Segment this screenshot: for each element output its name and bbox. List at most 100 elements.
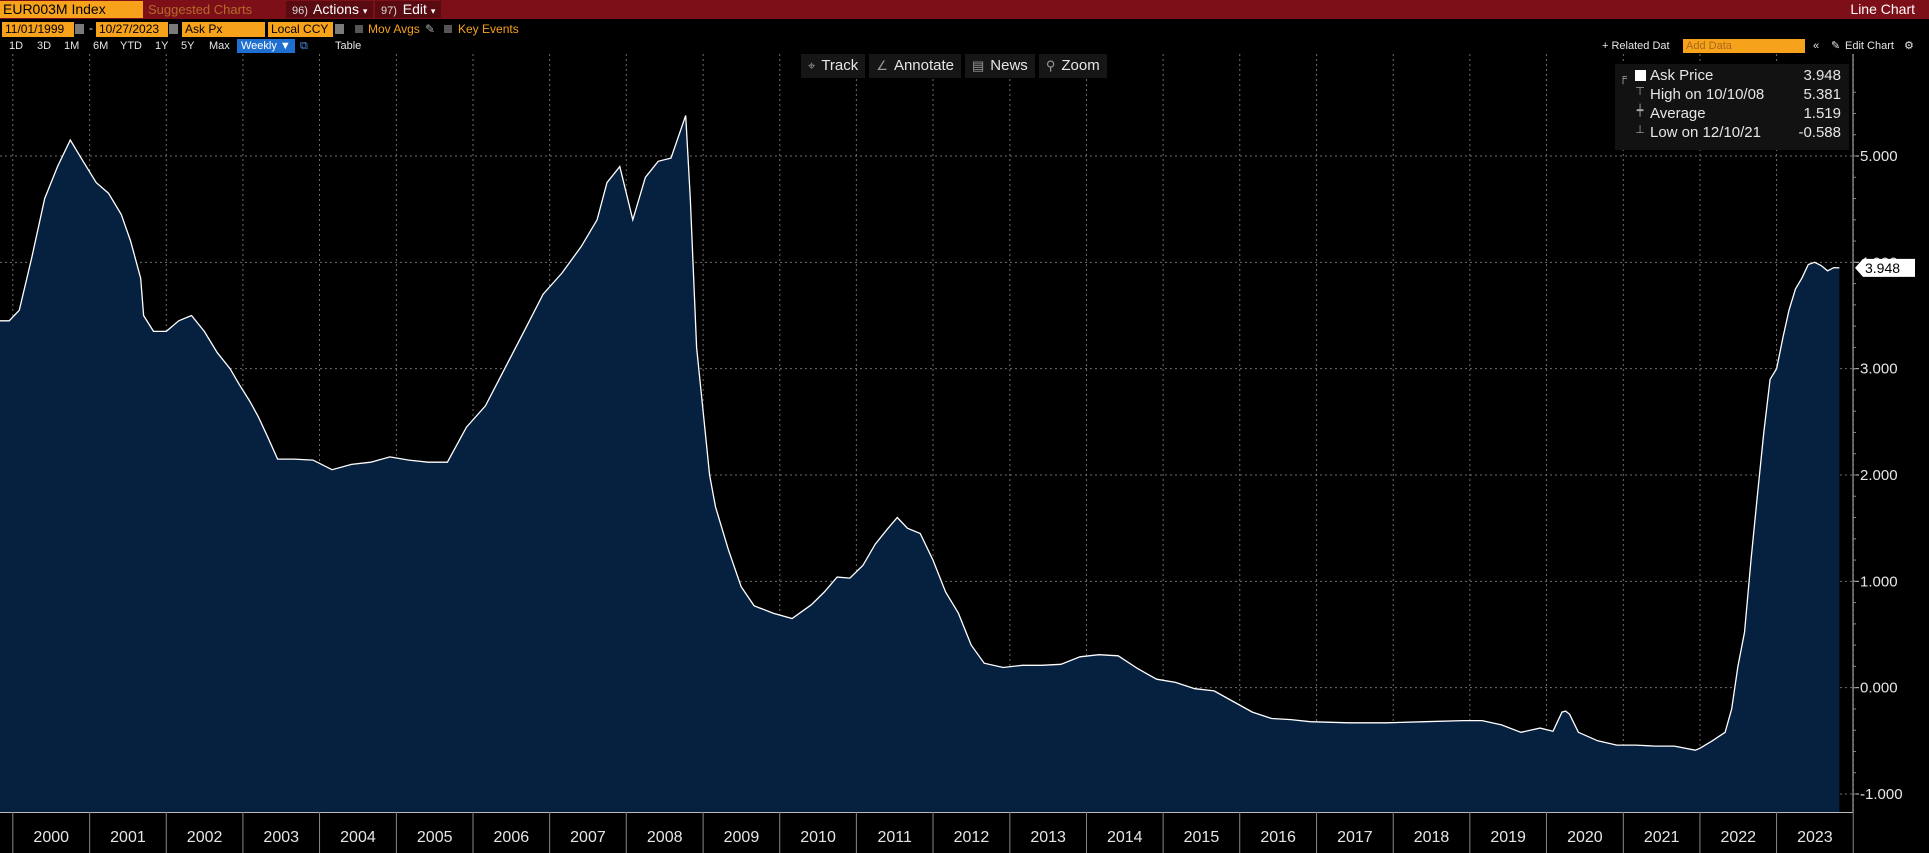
price-line bbox=[0, 115, 1840, 751]
x-tick-label: 2002 bbox=[187, 829, 223, 846]
suggested-charts-button[interactable]: Suggested Charts bbox=[148, 2, 253, 17]
x-tick-label: 2008 bbox=[647, 829, 683, 846]
calendar-icon[interactable] bbox=[75, 24, 84, 34]
x-tick-label: 2019 bbox=[1490, 829, 1526, 846]
price-area bbox=[0, 115, 1840, 812]
header-bar: EUR003M Index Suggested Charts 96) Actio… bbox=[0, 0, 1929, 19]
x-tick-label: 2022 bbox=[1720, 829, 1756, 846]
annotate-button[interactable]: ∠ Annotate bbox=[869, 54, 961, 78]
pencil-icon[interactable]: ✎ bbox=[1831, 40, 1841, 52]
pencil-icon: ∠ bbox=[876, 58, 888, 73]
last-value-label: 3.948 bbox=[1865, 260, 1900, 276]
x-tick-label: 2006 bbox=[494, 829, 530, 846]
collapse-icon[interactable]: « bbox=[1813, 40, 1820, 52]
x-tick-label: 2015 bbox=[1184, 829, 1220, 846]
legend-high-label: High on 10/10/08 bbox=[1650, 86, 1765, 103]
pencil-icon[interactable]: ✎ bbox=[425, 22, 436, 36]
legend-bracket-icon: ╒ bbox=[1619, 72, 1627, 84]
high-marker-icon: ⊤ bbox=[1635, 86, 1645, 98]
related-data-button[interactable]: + Related Dat bbox=[1602, 40, 1670, 52]
timeframe-3d[interactable]: 3D bbox=[37, 40, 52, 52]
x-axis: 2000 2001 2002 2003 2004 2005 2006 2007 2008 2009… bbox=[0, 812, 1929, 853]
last-value-tag: 3.948 bbox=[1855, 258, 1915, 277]
x-tick-label: 2009 bbox=[724, 829, 760, 846]
timeframe-1m[interactable]: 1M bbox=[64, 40, 80, 52]
x-tick-label: 2004 bbox=[340, 829, 376, 846]
y-tick-label: 5.000 bbox=[1860, 148, 1898, 165]
legend-average-value: 1.519 bbox=[1803, 105, 1841, 122]
timeframe-ytd[interactable]: YTD bbox=[120, 40, 142, 52]
date-separator: - bbox=[89, 21, 93, 35]
x-tick-label: 2013 bbox=[1030, 829, 1066, 846]
add-data-input[interactable]: Add Data bbox=[1683, 39, 1805, 53]
edit-label: Edit bbox=[402, 1, 427, 17]
x-tick-label: 2012 bbox=[954, 829, 990, 846]
y-tick-label: 1.000 bbox=[1860, 573, 1898, 590]
series-swatch bbox=[1635, 70, 1646, 81]
legend-ask-label: Ask Price bbox=[1650, 67, 1714, 84]
timeframe-1d[interactable]: 1D bbox=[9, 40, 24, 52]
crosshair-icon: ⌖ bbox=[808, 58, 816, 73]
checkbox-icon[interactable] bbox=[444, 25, 452, 33]
low-marker-icon: ⊥ bbox=[1635, 124, 1645, 136]
calendar-icon[interactable] bbox=[169, 24, 178, 34]
annotate-label: Annotate bbox=[893, 57, 954, 74]
edit-chart-button[interactable]: Edit Chart bbox=[1845, 40, 1894, 52]
average-marker-icon: ┿ bbox=[1636, 105, 1644, 117]
y-tick-label: 2.000 bbox=[1860, 467, 1898, 484]
timeframe-5y[interactable]: 5Y bbox=[181, 40, 195, 52]
mov-avgs-toggle[interactable]: Mov Avgs bbox=[368, 22, 420, 36]
end-date-field[interactable]: 10/27/2023 bbox=[96, 22, 168, 37]
legend-low-value: -0.588 bbox=[1798, 124, 1841, 141]
legend-low-label: Low on 12/10/21 bbox=[1650, 124, 1761, 141]
start-date-field[interactable]: 11/01/1999 bbox=[2, 22, 74, 37]
ticker-field[interactable]: EUR003M Index bbox=[0, 1, 143, 18]
x-tick-label: 2011 bbox=[877, 829, 912, 846]
x-tick-label: 2014 bbox=[1107, 829, 1143, 846]
frequency-select[interactable]: Weekly ▼ bbox=[237, 39, 295, 53]
legend-panel: ╒ Ask Price 3.948 ⊤ High on 10/10/08 5.3… bbox=[1615, 64, 1849, 150]
x-tick-label: 2023 bbox=[1797, 829, 1833, 846]
actions-shortcut: 96) bbox=[292, 5, 308, 17]
zoom-button[interactable]: ⚲ Zoom bbox=[1038, 54, 1107, 78]
x-tick-label: 2007 bbox=[570, 829, 606, 846]
track-button[interactable]: ⌖ Track bbox=[801, 54, 866, 78]
news-label: News bbox=[990, 57, 1028, 74]
news-icon: ▤ bbox=[972, 58, 985, 73]
table-button[interactable]: Table bbox=[335, 40, 362, 52]
field-select[interactable]: Ask Px bbox=[182, 22, 265, 37]
y-tick-label: 3.000 bbox=[1860, 361, 1898, 378]
y-tick-label: -1.000 bbox=[1860, 786, 1903, 803]
timeframe-bar: 1D 3D 1M 6M YTD 1Y 5Y Max Weekly ▼ ⧉ Tab… bbox=[0, 39, 1929, 54]
timeframe-max[interactable]: Max bbox=[209, 40, 230, 52]
magnifier-icon: ⚲ bbox=[1045, 58, 1056, 73]
x-tick-label: 2010 bbox=[800, 829, 836, 846]
y-tick-label: 0.000 bbox=[1860, 680, 1898, 697]
track-label: Track bbox=[821, 57, 859, 74]
chevron-down-icon: ▾ bbox=[362, 6, 368, 16]
checkbox-icon[interactable] bbox=[355, 25, 363, 33]
x-tick-label: 2020 bbox=[1567, 829, 1603, 846]
news-button[interactable]: ▤ News bbox=[965, 54, 1035, 78]
currency-select[interactable]: Local CCY bbox=[268, 22, 333, 37]
x-tick-label: 2003 bbox=[263, 829, 299, 846]
edit-menu[interactable]: 97) Edit ▾ bbox=[375, 1, 442, 18]
chart-style-icon[interactable]: ⧉ bbox=[300, 40, 308, 52]
edit-shortcut: 97) bbox=[381, 5, 397, 17]
key-events-toggle[interactable]: Key Events bbox=[458, 22, 519, 36]
x-tick-label: 2021 bbox=[1644, 829, 1680, 846]
x-tick-label: 2000 bbox=[33, 829, 69, 846]
gear-icon[interactable]: ⚙ bbox=[1904, 40, 1914, 52]
timeframe-6m[interactable]: 6M bbox=[93, 40, 109, 52]
controls-bar: 11/01/1999 - 10/27/2023 Ask Px Local CCY… bbox=[0, 19, 1929, 39]
legend-high-value: 5.381 bbox=[1803, 86, 1841, 103]
chart-type-title: Line Chart bbox=[1850, 1, 1915, 17]
timeframe-1y[interactable]: 1Y bbox=[155, 40, 169, 52]
actions-menu[interactable]: 96) Actions ▾ bbox=[286, 1, 374, 18]
chart-toolbar: ⌖ Track ∠ Annotate ▤ News ⚲ Zoom bbox=[801, 54, 1107, 78]
chevron-down-icon: ▾ bbox=[430, 6, 436, 16]
chevron-down-icon[interactable] bbox=[335, 24, 344, 34]
legend-average-label: Average bbox=[1650, 105, 1706, 122]
